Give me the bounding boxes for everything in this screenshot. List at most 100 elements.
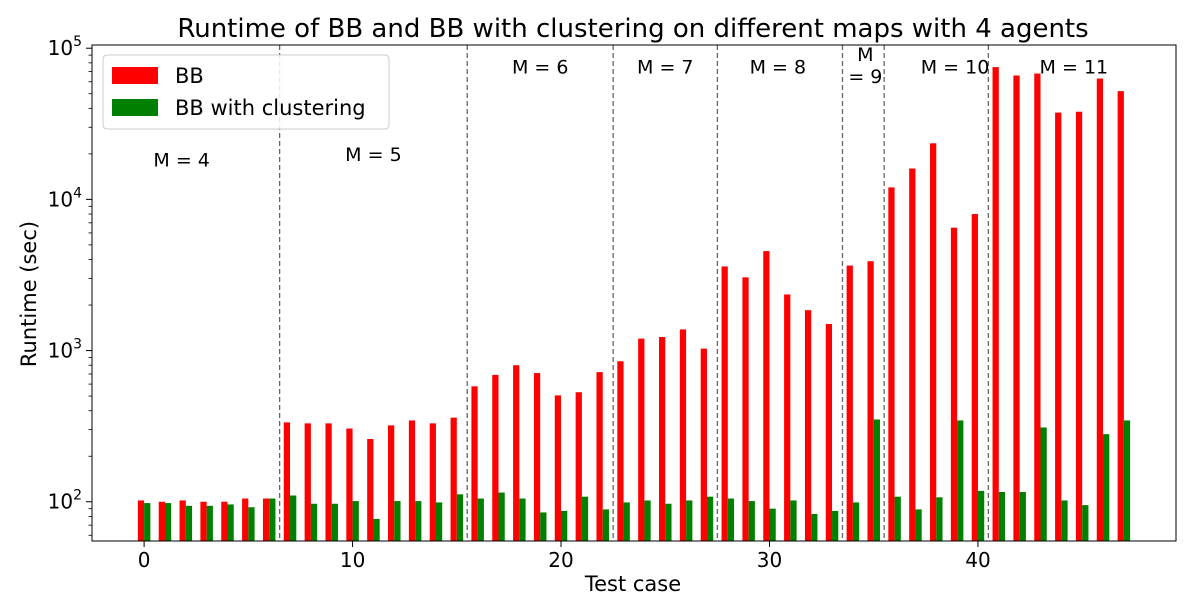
bar-bb-with-clustering-30	[769, 508, 776, 541]
x-tick-label-20: 20	[548, 548, 573, 572]
bar-bb-29	[742, 277, 749, 541]
plot-area: M = 4 M = 5 M = 6 M = 7 M = 8 M = 9 M = 10 M = 1…	[48, 34, 1177, 572]
bar-bb-with-clustering-7	[290, 495, 297, 541]
bar-bb-with-clustering-12	[394, 501, 401, 541]
bar-bb-with-clustering-16	[477, 498, 484, 541]
bar-bb-with-clustering-37	[915, 509, 922, 541]
bar-bb-with-clustering-20	[561, 510, 568, 541]
bar-bb-with-clustering-22	[602, 509, 609, 541]
region-label-6: M = 10	[921, 57, 990, 79]
bar-bb-with-clustering-26	[686, 500, 693, 541]
bar-bb-with-clustering-3	[206, 505, 213, 541]
bar-bb-35	[867, 261, 874, 541]
bar-bb-with-clustering-17	[498, 492, 505, 541]
bar-bb-6	[262, 498, 270, 541]
bar-bb-5	[242, 498, 249, 541]
bar-bb-9	[325, 423, 332, 541]
bar-bb-16	[471, 386, 478, 541]
bar-bb-with-clustering-27	[706, 496, 714, 541]
bar-bb-with-clustering-4	[227, 504, 234, 541]
legend: BB BB with clustering	[102, 54, 390, 130]
bar-bb-41	[992, 67, 999, 541]
bar-bb-44	[1055, 112, 1062, 541]
bar-bb-with-clustering-33	[832, 510, 839, 541]
bar-bb-with-clustering-18	[519, 498, 526, 541]
bar-bb-26	[679, 329, 687, 541]
y-tick-label-3: 103	[48, 337, 82, 363]
bar-bb-14	[429, 423, 436, 541]
bar-bb-19	[533, 373, 541, 541]
bar-bb-with-clustering-23	[623, 502, 630, 541]
bar-bb-17	[492, 374, 499, 541]
bar-bb-46	[1096, 78, 1104, 541]
region-label-0: M = 4	[153, 150, 209, 172]
bar-bb-15	[450, 417, 457, 541]
bar-bb-with-clustering-39	[957, 420, 964, 541]
bar-bb-with-clustering-10	[352, 501, 359, 541]
bar-bb-12	[388, 425, 395, 541]
bar-bb-with-clustering-29	[748, 501, 755, 541]
bar-bb-27	[700, 348, 707, 541]
bar-bb-with-clustering-31	[790, 500, 797, 541]
bar-bb-with-clustering-25	[665, 503, 672, 541]
bar-bb-4	[221, 501, 228, 541]
bar-bb-with-clustering-8	[310, 503, 318, 541]
bar-bb-36	[888, 187, 895, 541]
x-tick-label-10: 10	[340, 548, 365, 572]
bar-bb-with-clustering-34	[852, 502, 860, 541]
bar-bb-38	[930, 143, 937, 541]
bar-bb-31	[784, 294, 791, 541]
bar-bb-with-clustering-42	[1019, 492, 1026, 541]
bar-bb-with-clustering-38	[936, 497, 943, 541]
bar-bb-with-clustering-36	[894, 496, 901, 541]
bar-bb-33	[825, 323, 833, 541]
bar-bb-25	[659, 336, 666, 541]
legend-label-bb: BB	[175, 64, 204, 88]
bar-bb-with-clustering-28	[727, 498, 735, 541]
bar-bb-40	[971, 214, 978, 541]
bar-bb-with-clustering-21	[581, 496, 589, 541]
bar-bb-with-clustering-15	[456, 494, 464, 541]
bar-bb-with-clustering-40	[977, 490, 985, 541]
region-label-4: M = 8	[750, 57, 806, 79]
y-tick-label-5: 105	[48, 34, 82, 60]
bar-bb-21	[575, 392, 582, 541]
x-tick-label-30: 30	[757, 548, 782, 572]
bar-bb-43	[1034, 73, 1041, 541]
y-axis-label: Runtime (sec)	[17, 221, 41, 367]
bar-bb-with-clustering-41	[998, 492, 1006, 541]
bar-bb-with-clustering-32	[811, 513, 818, 541]
bar-bb-13	[408, 420, 416, 541]
bar-bb-with-clustering-14	[435, 502, 443, 541]
legend-swatch-bb	[112, 67, 158, 84]
bar-bb-with-clustering-47	[1123, 420, 1131, 541]
bar-bb-22	[596, 372, 603, 541]
bar-bb-with-clustering-24	[644, 500, 651, 541]
bar-bb-24	[638, 338, 645, 541]
y-tick-label-4: 104	[48, 185, 82, 211]
region-label-3: M = 7	[637, 57, 693, 79]
axes-frame	[91, 44, 1177, 542]
bar-bb-with-clustering-43	[1040, 427, 1047, 541]
bar-bb-42	[1013, 75, 1020, 541]
bar-bb-8	[304, 423, 311, 541]
bar-bb-with-clustering-5	[248, 507, 255, 541]
bar-bb-1	[158, 501, 165, 541]
bar-bb-with-clustering-44	[1061, 500, 1068, 541]
bar-bb-with-clustering-19	[540, 512, 547, 541]
bar-bb-23	[617, 361, 624, 541]
region-label-1: M = 5	[345, 144, 401, 166]
bar-bb-with-clustering-35	[873, 419, 880, 541]
x-axis-label: Test case	[584, 572, 681, 596]
chart-title: Runtime of BB and BB with clustering on …	[177, 14, 1088, 44]
bar-bb-with-clustering-45	[1082, 505, 1089, 541]
bar-bb-10	[346, 428, 353, 541]
bar-bb-with-clustering-11	[373, 518, 380, 541]
bar-bb-34	[846, 265, 853, 541]
bar-bb-with-clustering-46	[1103, 434, 1110, 541]
region-label-2: M = 6	[512, 57, 568, 79]
bar-bb-28	[721, 266, 728, 541]
bar-bb-45	[1075, 111, 1083, 541]
bar-bb-11	[367, 439, 374, 541]
